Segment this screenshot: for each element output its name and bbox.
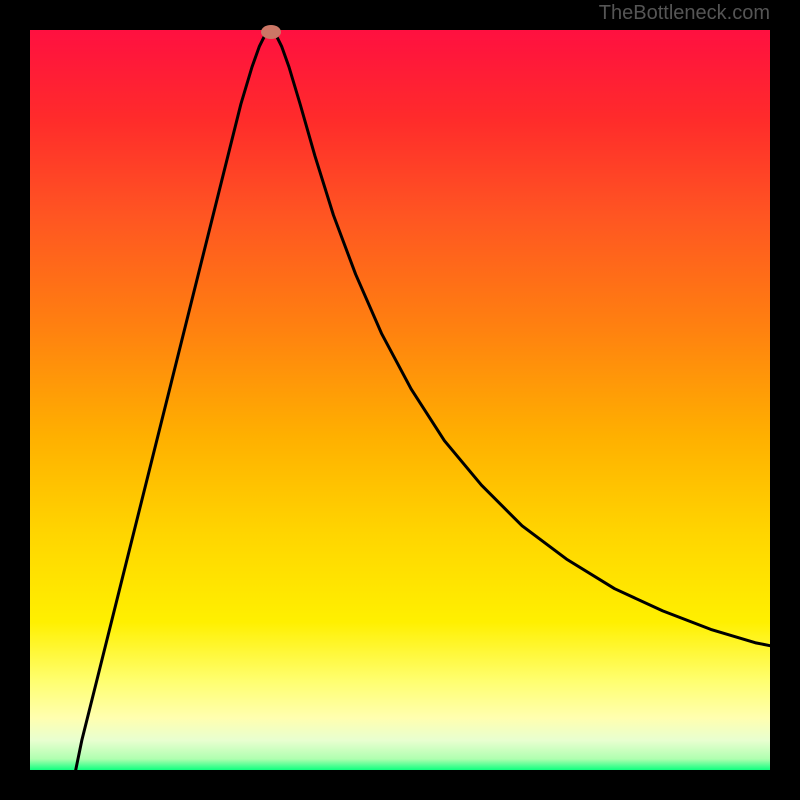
watermark-text: TheBottleneck.com bbox=[599, 2, 770, 25]
optimal-point-marker bbox=[261, 25, 281, 39]
plot-area bbox=[30, 30, 770, 770]
bottleneck-curve bbox=[30, 30, 770, 770]
